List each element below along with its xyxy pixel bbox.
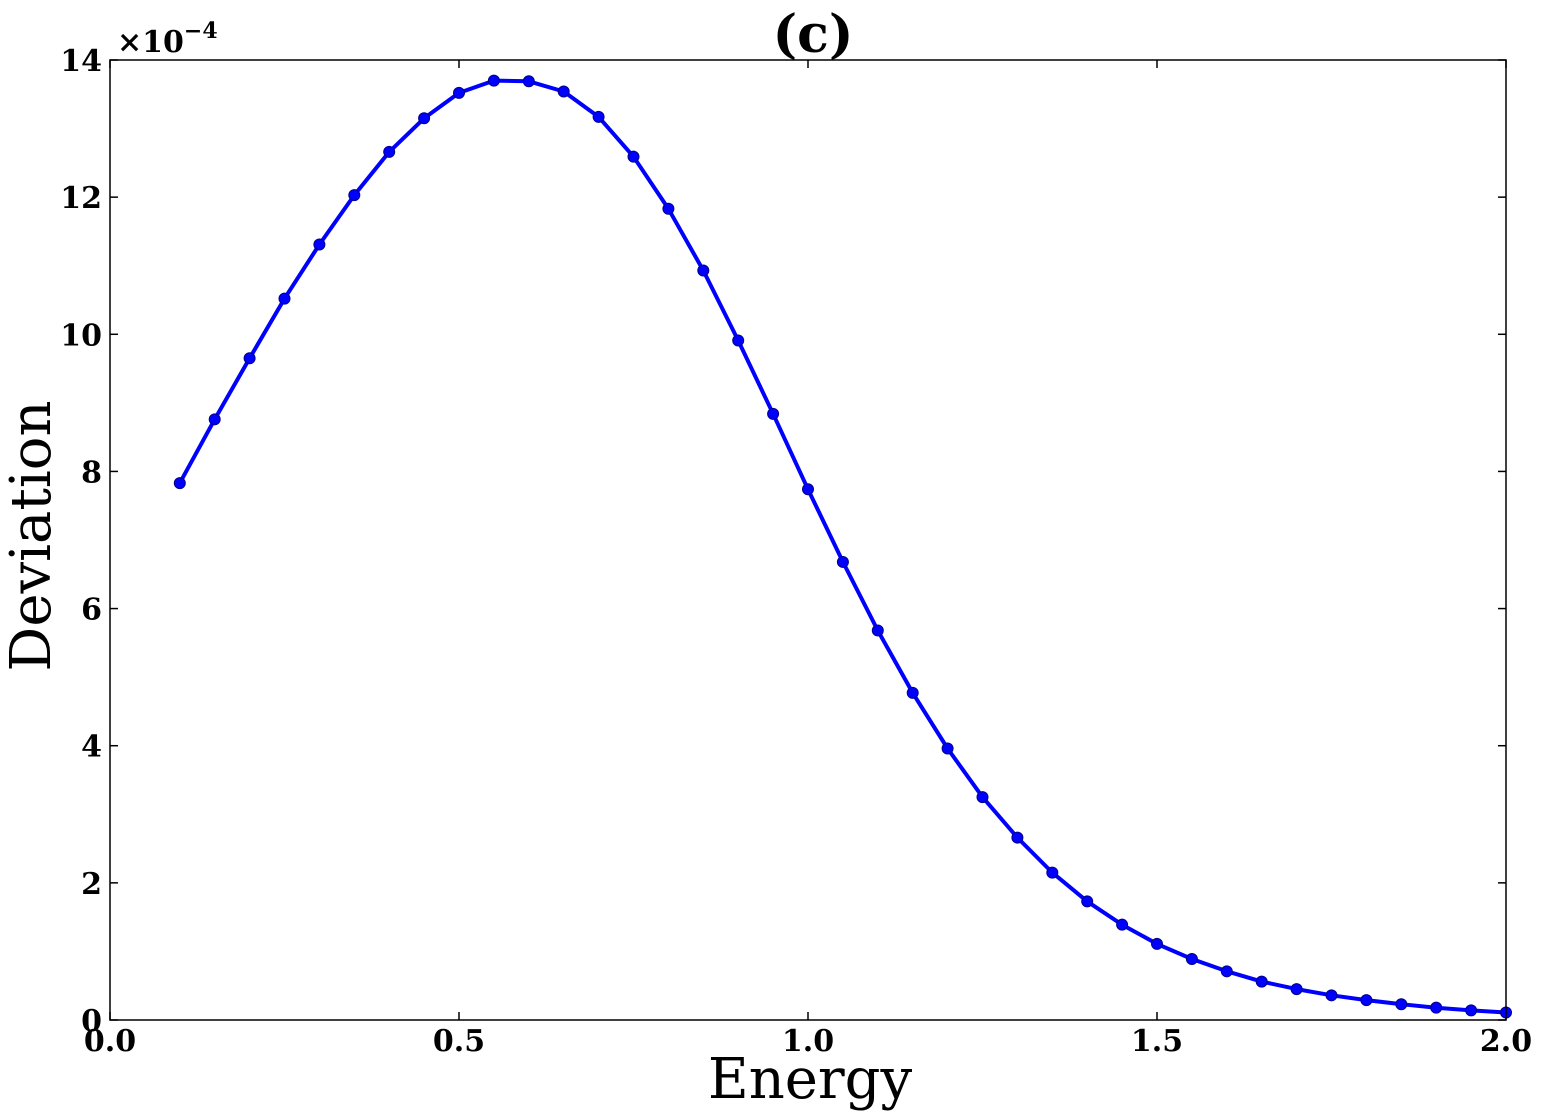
chart-title: (c) [773,4,854,65]
data-series [173,74,1512,1019]
data-point [1011,831,1024,844]
y-axis-scale-exponent: −4 [184,18,218,44]
data-point [662,202,675,215]
data-point [1465,1004,1478,1017]
data-point [1430,1001,1443,1014]
data-point [1325,989,1338,1002]
data-point [173,477,186,490]
y-tick-label: 6 [81,593,102,628]
y-axis-title: Deviation [0,400,64,671]
data-point [802,483,814,496]
axis-ticks: 0.0 0.5 1.0 1.5 2.0 0 2 4 6 8 10 12 14 [60,44,1532,1059]
data-point [1116,918,1129,931]
data-point [1081,895,1094,908]
data-point [592,110,605,123]
data-point [278,292,291,305]
data-point [976,791,989,804]
data-point [1220,965,1233,978]
data-point [1395,998,1408,1011]
data-point [522,75,535,88]
data-point [243,352,256,365]
data-point [906,686,919,699]
data-point [871,624,884,637]
y-axis-scale-label: ×10−4 [117,18,218,60]
data-point [836,555,849,568]
data-point [1255,975,1268,988]
plot-area-frame [109,59,1507,1021]
x-axis-title: Energy [708,1047,913,1112]
data-point [383,145,396,158]
data-point [1046,866,1059,879]
data-point [1360,994,1373,1007]
x-tick-label: 0.0 [84,1024,136,1059]
data-point [487,74,500,87]
y-tick-label: 12 [60,181,102,216]
data-point [1185,952,1198,965]
data-point [348,189,361,202]
y-tick-label: 8 [81,455,102,490]
y-tick-label: 4 [81,730,102,765]
data-point [941,742,954,755]
y-tick-label: 2 [81,867,102,902]
data-point [453,86,465,99]
data-point [418,112,431,125]
y-axis-scale-multiplier: ×10 [117,25,184,60]
x-tick-label: 0.5 [433,1024,485,1059]
data-point [732,334,745,347]
svg-text:×10−4: ×10−4 [117,18,218,60]
y-tick-label: 0 [81,1004,102,1039]
x-tick-label: 2.0 [1480,1024,1532,1059]
x-tick-label: 1.0 [782,1024,834,1059]
data-point [697,264,710,277]
data-point [313,238,326,251]
y-tick-label: 10 [60,318,102,353]
data-point [627,150,640,163]
data-point [1290,983,1303,996]
data-point [1151,937,1163,950]
data-point [767,407,780,420]
data-point [557,85,570,98]
data-point [208,413,221,426]
y-tick-label: 14 [60,44,102,79]
x-tick-label: 1.5 [1131,1024,1183,1059]
